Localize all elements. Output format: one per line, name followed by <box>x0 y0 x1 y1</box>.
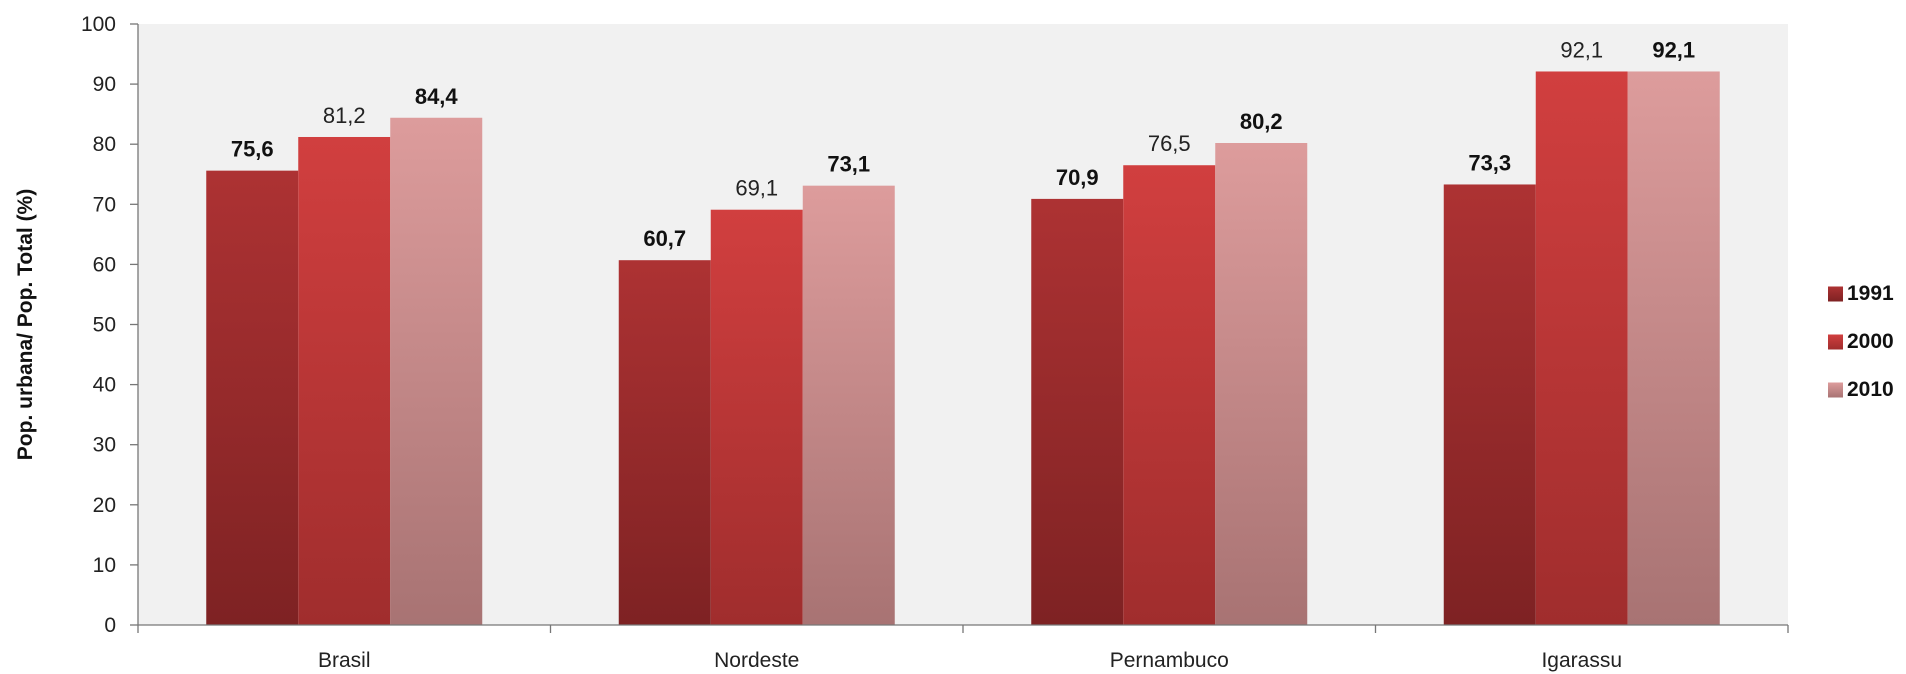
value-labels-group: 75,6 81,2 84,4 60,7 69,1 73,1 70,9 76,5 80,2 73,3… <box>231 37 1695 251</box>
value-label-pernambuco-2000: 76,5 <box>1148 131 1191 156</box>
value-label-igarassu-2010: 92,1 <box>1652 37 1695 62</box>
legend-label-1991: 1991 <box>1847 282 1894 305</box>
bar-pernambuco-2000 <box>1123 165 1216 626</box>
value-label-brasil-1991: 75,6 <box>231 137 274 162</box>
value-label-brasil-2010: 84,4 <box>415 84 459 109</box>
value-label-nordeste-2010: 73,1 <box>827 152 870 177</box>
bar-nordeste-2010 <box>802 185 895 625</box>
value-label-pernambuco-2010: 80,2 <box>1240 109 1283 134</box>
legend-label-2000: 2000 <box>1847 330 1894 353</box>
legend-label-2010: 2010 <box>1847 378 1894 401</box>
y-axis: 0 10 20 30 40 50 60 70 80 90 100 <box>81 13 139 637</box>
y-tick-label: 10 <box>93 554 116 577</box>
x-category-label: Pernambuco <box>1110 649 1229 672</box>
legend-swatch-2010 <box>1828 382 1843 398</box>
bar-brasil-1991 <box>206 170 299 626</box>
value-label-brasil-2000: 81,2 <box>323 103 366 128</box>
y-tick-label: 30 <box>93 434 116 457</box>
value-label-nordeste-2000: 69,1 <box>735 176 778 201</box>
legend-swatch-1991 <box>1828 286 1843 302</box>
y-tick-label: 20 <box>93 494 116 517</box>
bar-nordeste-1991 <box>618 260 711 625</box>
bar-brasil-2000 <box>298 136 391 625</box>
y-tick-label: 90 <box>93 73 116 96</box>
value-label-nordeste-1991: 60,7 <box>643 226 686 251</box>
bar-brasil-2010 <box>390 117 483 626</box>
value-label-igarassu-2000: 92,1 <box>1560 37 1603 62</box>
bar-pernambuco-1991 <box>1031 198 1124 626</box>
bars-group <box>206 71 1720 626</box>
bar-igarassu-2000 <box>1535 71 1628 625</box>
legend-swatch-2000 <box>1828 334 1843 350</box>
y-tick-label: 50 <box>93 314 116 337</box>
value-label-igarassu-1991: 73,3 <box>1468 150 1511 175</box>
y-axis-title: Pop. urbana/ Pop. Total (%) <box>14 189 37 460</box>
bar-nordeste-2000 <box>710 209 803 626</box>
bar-igarassu-1991 <box>1443 184 1536 626</box>
x-category-label: Nordeste <box>714 649 799 672</box>
y-tick-label: 80 <box>93 133 116 156</box>
y-tick-label: 100 <box>81 13 116 36</box>
y-tick-label: 0 <box>104 614 116 637</box>
y-tick-label: 40 <box>93 374 116 397</box>
bar-igarassu-2010 <box>1627 71 1720 625</box>
legend: 1991 2000 2010 <box>1828 282 1894 401</box>
x-category-label: Igarassu <box>1541 649 1622 672</box>
y-tick-label: 60 <box>93 253 116 276</box>
value-label-pernambuco-1991: 70,9 <box>1056 165 1099 190</box>
bar-pernambuco-2010 <box>1215 142 1308 626</box>
x-axis: Brasil Nordeste Pernambuco Igarassu <box>137 624 1789 672</box>
x-category-label: Brasil <box>318 649 371 672</box>
y-tick-label: 70 <box>93 193 116 216</box>
